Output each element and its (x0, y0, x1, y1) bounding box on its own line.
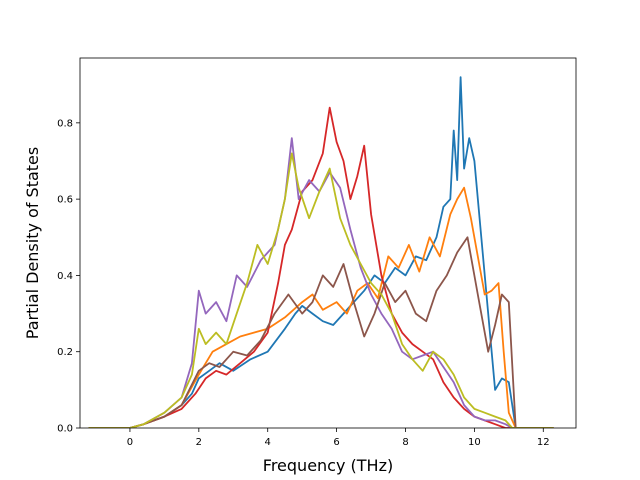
plot-frame (79, 57, 577, 429)
x-tick-label: 2 (196, 437, 202, 448)
series-line-1 (88, 76, 554, 428)
series-line-3 (88, 106, 554, 428)
x-tick-label: 12 (537, 437, 550, 448)
x-tick-label: 8 (402, 437, 408, 448)
y-tick-label: 0.6 (57, 195, 73, 206)
x-axis-ticks: 0 2 4 6 8 10 12 (127, 428, 550, 448)
x-tick-label: 6 (333, 437, 339, 448)
y-axis-ticks: 0.0 0.2 0.4 0.6 0.8 (57, 118, 80, 435)
y-tick-label: 0.2 (57, 347, 73, 358)
series-line-5 (88, 236, 554, 428)
y-tick-label: 0.8 (57, 118, 73, 129)
y-tick-label: 0.4 (57, 271, 73, 282)
y-tick-label: 0.0 (57, 424, 73, 435)
x-axis-label: Frequency (THz) (263, 456, 393, 475)
x-tick-label: 0 (127, 437, 133, 448)
series-line-2 (88, 186, 554, 428)
x-tick-label: 4 (265, 437, 271, 448)
series-line-6 (88, 152, 554, 428)
series-layer (88, 76, 554, 428)
y-axis-label: Partial Density of States (23, 147, 42, 339)
x-tick-label: 10 (468, 437, 481, 448)
